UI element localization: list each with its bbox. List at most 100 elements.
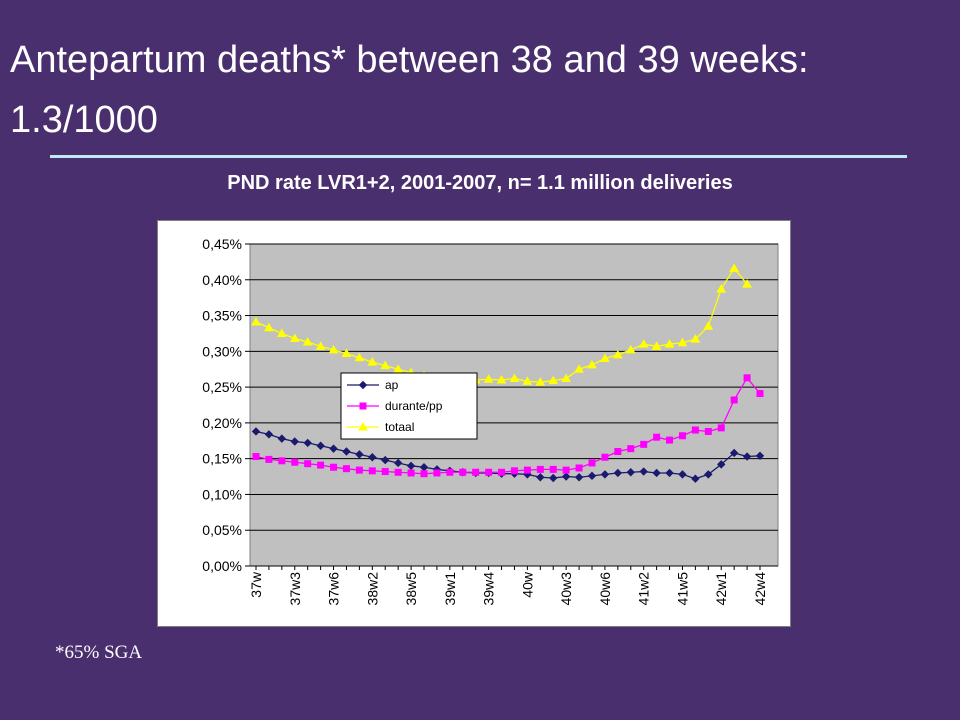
data-point: [601, 453, 609, 461]
y-tick-label: 0,35%: [202, 308, 242, 324]
data-point: [406, 461, 416, 471]
data-point: [381, 468, 389, 476]
data-point: [393, 364, 404, 373]
data-point: [652, 468, 661, 478]
y-tick-label: 0,40%: [202, 272, 242, 288]
data-point: [304, 460, 312, 468]
x-tick-label: 42w4: [752, 572, 768, 606]
legend-label: totaal: [385, 420, 414, 434]
data-point: [328, 344, 339, 354]
data-point: [535, 377, 546, 386]
x-tick-label: 38w2: [364, 572, 380, 606]
data-point: [729, 448, 739, 458]
x-tick-label: 40w6: [597, 572, 613, 606]
data-point: [627, 445, 635, 453]
y-tick-label: 0,10%: [202, 486, 242, 502]
data-point: [717, 460, 726, 469]
x-tick-label: 39w4: [481, 572, 497, 606]
x-tick-label: 42w1: [713, 572, 729, 606]
data-point: [394, 468, 402, 476]
data-point: [472, 468, 480, 476]
data-point: [561, 472, 571, 481]
data-point: [717, 424, 725, 432]
legend-label: durante/pp: [385, 399, 443, 413]
data-point: [355, 466, 363, 474]
data-point: [756, 390, 764, 398]
data-point: [691, 474, 700, 483]
data-point: [549, 465, 557, 473]
footnote: *65% SGA: [55, 642, 143, 663]
data-point: [588, 459, 596, 467]
data-point: [600, 353, 610, 362]
data-point: [252, 453, 260, 461]
data-point: [523, 466, 531, 474]
data-point: [704, 470, 713, 479]
plot-background: [249, 243, 779, 567]
data-point: [265, 455, 273, 463]
y-tick-label: 0,20%: [202, 415, 242, 431]
data-point: [522, 376, 533, 385]
data-point: [549, 473, 558, 483]
data-point: [690, 334, 701, 343]
x-tick-label: 37w3: [287, 572, 303, 606]
x-tick-label: 37w6: [326, 572, 342, 606]
data-point: [742, 279, 752, 288]
data-point: [446, 468, 454, 476]
data-point: [653, 433, 661, 441]
data-point: [355, 450, 364, 459]
data-point: [730, 396, 738, 404]
data-point: [716, 284, 727, 293]
chart-title: PND rate LVR1+2, 2001-2007, n= 1.1 milli…: [227, 172, 733, 194]
data-point: [483, 374, 494, 383]
data-point: [510, 467, 518, 475]
x-tick-label: 40w: [519, 571, 535, 598]
series-1: [252, 374, 764, 478]
data-point: [665, 468, 674, 478]
data-point: [626, 468, 635, 477]
data-point: [742, 452, 752, 461]
data-point: [574, 364, 584, 373]
data-point: [251, 316, 261, 326]
data-point: [485, 468, 493, 476]
series-line: [255, 430, 761, 480]
data-point: [587, 359, 597, 369]
data-point: [251, 427, 261, 436]
y-tick-label: 0,30%: [202, 343, 242, 359]
data-point: [276, 328, 287, 337]
y-tick-label: 0,45%: [202, 236, 242, 252]
data-point: [302, 337, 313, 346]
data-point: [278, 457, 286, 465]
data-point: [639, 467, 648, 476]
data-point: [651, 341, 662, 350]
data-point: [704, 427, 712, 435]
data-point: [291, 458, 299, 466]
data-point: [381, 455, 390, 465]
series-line: [255, 376, 761, 475]
data-point: [290, 437, 299, 446]
data-point: [587, 471, 597, 481]
x-tick-label: 38w5: [403, 572, 419, 606]
slide-title-line-1: Antepartum deaths* between 38 and 39 wee…: [10, 39, 809, 81]
data-point: [640, 440, 648, 448]
legend-label: ap: [385, 378, 399, 392]
data-point: [743, 374, 751, 382]
data-point: [359, 402, 367, 410]
data-point: [498, 468, 506, 476]
data-point: [315, 341, 326, 350]
data-point: [303, 438, 312, 448]
line-chart: 0,00% 0,05% 0,10% 0,15% 0,20% 0,25% 0,30% 0,35%…: [202, 236, 779, 606]
data-point: [459, 468, 467, 476]
data-point: [341, 348, 352, 357]
x-tick-label: 41w5: [674, 572, 690, 606]
data-point: [393, 458, 403, 468]
data-point: [509, 373, 520, 383]
data-point: [677, 337, 688, 347]
y-tick-label: 0,00%: [202, 558, 242, 574]
data-point: [380, 360, 391, 370]
slide-title-line-2: 1.3/1000: [10, 99, 158, 141]
data-point: [638, 339, 649, 348]
data-point: [703, 321, 714, 330]
data-point: [368, 453, 377, 462]
data-point: [536, 473, 545, 482]
y-tick-label: 0,15%: [202, 451, 242, 467]
